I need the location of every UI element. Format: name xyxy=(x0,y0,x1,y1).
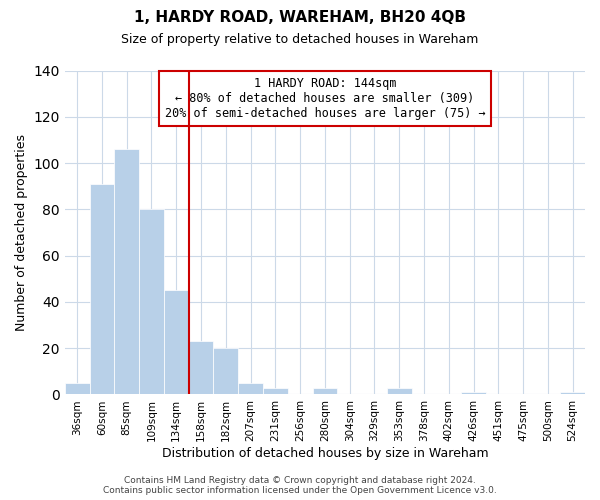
Bar xyxy=(188,341,214,394)
Bar xyxy=(164,290,188,395)
Text: Size of property relative to detached houses in Wareham: Size of property relative to detached ho… xyxy=(121,32,479,46)
Text: Contains HM Land Registry data © Crown copyright and database right 2024.
Contai: Contains HM Land Registry data © Crown c… xyxy=(103,476,497,495)
X-axis label: Distribution of detached houses by size in Wareham: Distribution of detached houses by size … xyxy=(161,447,488,460)
Bar xyxy=(461,392,486,394)
Bar xyxy=(214,348,238,395)
Text: 1, HARDY ROAD, WAREHAM, BH20 4QB: 1, HARDY ROAD, WAREHAM, BH20 4QB xyxy=(134,10,466,25)
Bar xyxy=(387,388,412,394)
Text: 1 HARDY ROAD: 144sqm
← 80% of detached houses are smaller (309)
20% of semi-deta: 1 HARDY ROAD: 144sqm ← 80% of detached h… xyxy=(164,77,485,120)
Y-axis label: Number of detached properties: Number of detached properties xyxy=(15,134,28,331)
Bar xyxy=(115,149,139,394)
Bar xyxy=(139,210,164,394)
Bar xyxy=(238,383,263,394)
Bar xyxy=(263,388,288,394)
Bar xyxy=(65,383,89,394)
Bar xyxy=(313,388,337,394)
Bar xyxy=(89,184,115,394)
Bar xyxy=(560,392,585,394)
